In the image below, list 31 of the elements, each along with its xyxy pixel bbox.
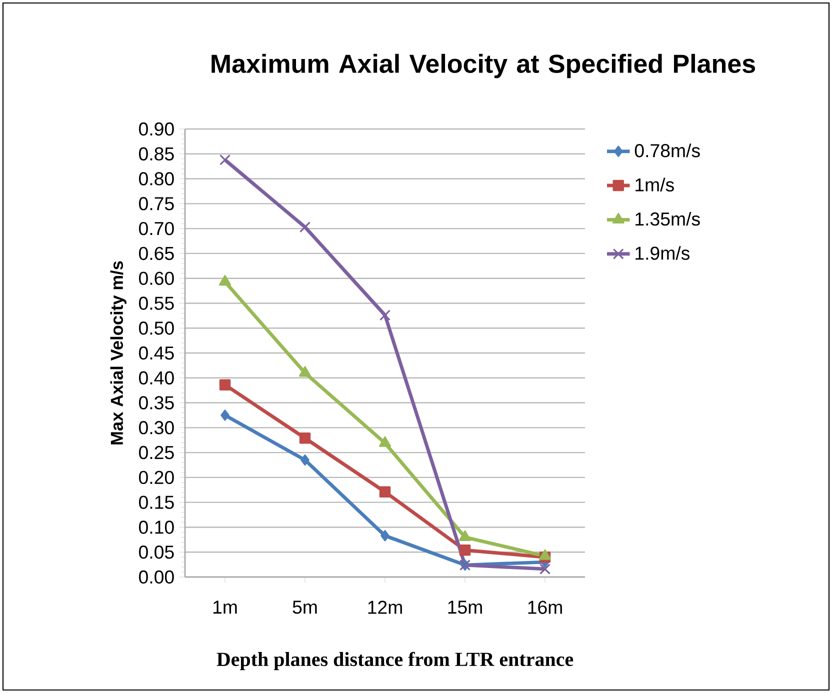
legend-label: 1.9m/s (636, 246, 690, 260)
y-tick-label: 0.00 (139, 570, 174, 584)
x-tick-label: 1m (213, 600, 237, 614)
x-axis-title: Depth planes distance from LTR entrance (216, 652, 574, 670)
y-tick-label: 0.50 (139, 321, 174, 335)
legend-label: 1.35m/s (636, 212, 700, 226)
y-tick-label: 0.90 (139, 122, 174, 136)
x-tick-label: 12m (368, 600, 402, 614)
y-tick-label: 0.35 (139, 396, 174, 410)
legend-label: 0.78m/s (634, 144, 700, 158)
legend-label: 1m/s (636, 178, 674, 192)
y-tick-label: 0.30 (139, 421, 174, 434)
y-tick-label: 0.70 (139, 222, 174, 236)
y-tick-label: 0.05 (139, 545, 174, 559)
y-tick-label: 0.15 (139, 496, 174, 509)
y-tick-label: 0.55 (139, 296, 174, 310)
y-tick-label: 0.25 (139, 446, 174, 460)
x-tick-label: 5m (292, 600, 317, 614)
x-tick-label: 15m (448, 600, 482, 614)
chart-title: Maximum Axial Velocity at Specified Planes (212, 54, 756, 78)
y-tick-label: 0.85 (139, 147, 174, 161)
y-tick-label: 0.75 (139, 197, 174, 210)
y-axis-title: Max Axial Velocity m/s (110, 261, 126, 444)
y-tick-label: 0.40 (139, 371, 174, 385)
y-tick-label: 0.20 (139, 470, 174, 484)
x-tick-label: 16m (528, 600, 562, 614)
y-tick-label: 0.45 (139, 346, 174, 360)
y-tick-label: 0.65 (139, 246, 174, 260)
y-tick-label: 0.10 (139, 520, 174, 534)
y-tick-label: 0.60 (139, 272, 174, 285)
y-tick-label: 0.80 (139, 172, 174, 186)
